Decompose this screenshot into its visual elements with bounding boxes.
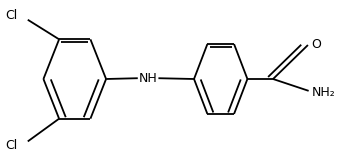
Text: Cl: Cl: [5, 9, 17, 22]
Text: O: O: [312, 38, 321, 51]
Text: NH: NH: [138, 72, 157, 85]
Text: NH₂: NH₂: [312, 86, 335, 99]
Text: Cl: Cl: [5, 139, 17, 152]
